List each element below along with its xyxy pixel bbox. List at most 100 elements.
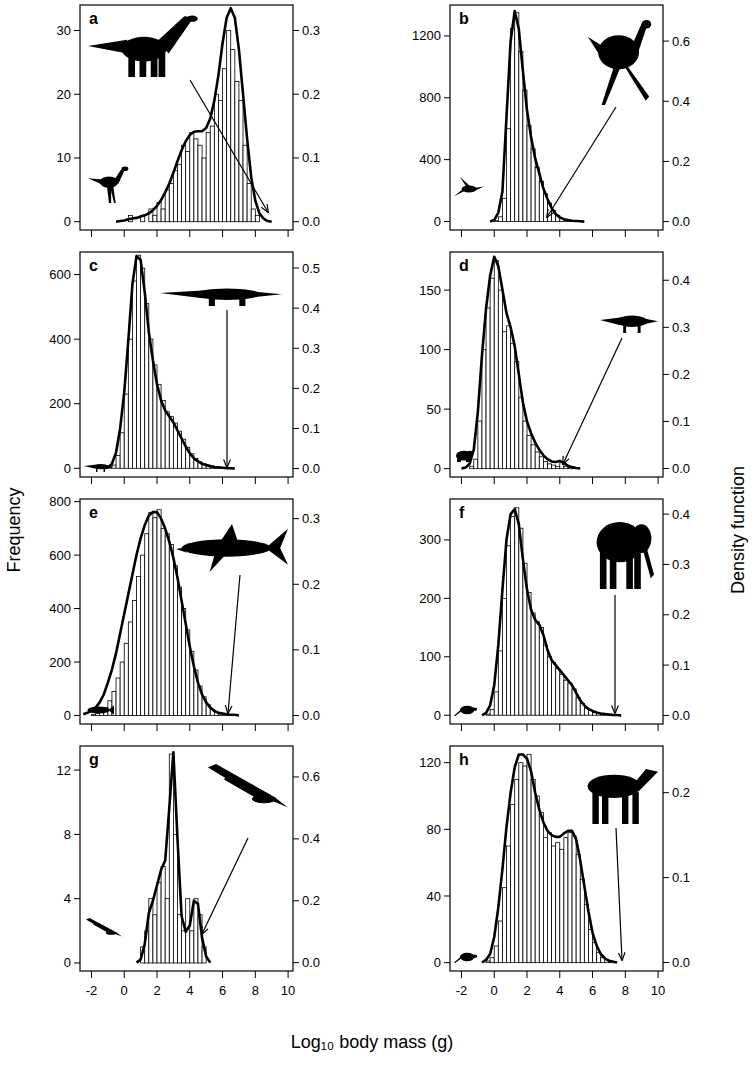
- x-tick: [189, 230, 190, 237]
- y2-tick: [663, 327, 669, 328]
- silhouette-part: [88, 178, 103, 184]
- y-tick-label: 0: [64, 955, 71, 970]
- silhouette-part: [634, 769, 658, 792]
- y-tick: [74, 962, 80, 963]
- silhouette: [87, 705, 114, 715]
- y-tick-label: 12: [57, 763, 71, 778]
- histogram-bar: [519, 397, 523, 468]
- panel: 01020300.00.10.20.3a: [57, 5, 321, 237]
- x-tick: [124, 230, 125, 237]
- silhouette-part: [472, 955, 478, 958]
- y-tick: [444, 97, 450, 98]
- y-tick: [74, 403, 80, 404]
- y-tick: [74, 468, 80, 469]
- x-tick: [625, 971, 626, 978]
- silhouette-part: [159, 52, 166, 77]
- panel: 02004006008000.00.10.20.3e: [49, 494, 320, 731]
- y-tick: [74, 555, 80, 556]
- silhouette-part: [187, 16, 198, 22]
- silhouette-part: [610, 553, 617, 589]
- y-tick-label: 0: [434, 955, 441, 970]
- silhouette-part: [466, 459, 470, 463]
- histogram-bar: [173, 171, 177, 222]
- histogram-bar: [552, 846, 556, 963]
- histogram-bar: [223, 69, 227, 222]
- silhouette-part: [115, 932, 122, 937]
- silhouette-part: [467, 451, 473, 455]
- histogram-bar: [482, 350, 486, 469]
- x-tick: [527, 230, 528, 237]
- histogram-bar: [120, 662, 124, 715]
- histogram-bar: [243, 145, 247, 221]
- histogram-bar: [91, 714, 95, 716]
- y2-tick-label: 0.3: [672, 557, 690, 572]
- y2-tick: [663, 564, 669, 565]
- y-tick-label: 400: [49, 601, 71, 616]
- y2-tick-label: 0.1: [302, 421, 320, 436]
- silhouette-part: [86, 918, 115, 933]
- histogram-bar: [124, 394, 128, 468]
- y2-tick-label: 0.3: [302, 23, 320, 38]
- histogram-bar: [239, 101, 243, 222]
- histogram-bar: [227, 30, 231, 221]
- silhouette-part: [622, 792, 628, 824]
- plot-area: [461, 257, 580, 469]
- y2-tick: [293, 962, 299, 963]
- histogram-bar: [132, 281, 136, 468]
- x-tick: [157, 230, 158, 237]
- histogram-bar: [494, 260, 498, 468]
- y-tick-label: 600: [49, 267, 71, 282]
- y2-tick-label: 0.1: [672, 414, 690, 429]
- y-tick-label: 600: [49, 548, 71, 563]
- histogram-bar: [490, 278, 494, 468]
- plot-area: [116, 8, 272, 222]
- histogram-bar: [132, 221, 136, 222]
- silhouette-part: [266, 529, 288, 565]
- y2-tick-label: 0.2: [672, 154, 690, 169]
- y-tick-label: 200: [49, 655, 71, 670]
- x-tick: [124, 477, 125, 484]
- y-tick: [74, 898, 80, 899]
- y2-tick: [293, 900, 299, 901]
- histogram-bar: [149, 512, 153, 715]
- y2-tick-label: 0.4: [672, 507, 690, 522]
- y-tick-label: 80: [427, 822, 441, 837]
- y2-tick: [293, 94, 299, 95]
- histogram-bar: [120, 433, 124, 469]
- y-tick-label: 20: [57, 87, 71, 102]
- x-tick: [461, 477, 462, 484]
- x-tick: [592, 971, 593, 978]
- histogram-bar: [214, 94, 218, 221]
- y2-tick-label: 0.0: [302, 214, 320, 229]
- y-tick: [74, 221, 80, 222]
- arrow: [190, 80, 268, 212]
- x-tick-label: 4: [186, 983, 193, 998]
- y2-tick-label: 0.6: [302, 769, 320, 784]
- y2-tick: [293, 157, 299, 158]
- silhouette-part: [602, 63, 621, 106]
- y2-tick-label: 0.1: [672, 658, 690, 673]
- silhouette: [454, 177, 484, 196]
- silhouette-part: [239, 298, 245, 306]
- histogram-bar: [190, 132, 194, 221]
- y-tick: [444, 896, 450, 897]
- histogram-bar: [515, 13, 519, 222]
- silhouette-part: [107, 465, 114, 467]
- histogram-bar: [153, 518, 157, 716]
- x-axis-title: Log₁₀ body mass (g): [291, 1032, 454, 1052]
- silhouette-part: [645, 319, 658, 324]
- y-tick: [444, 35, 450, 36]
- panel-letter: h: [459, 751, 469, 768]
- histogram-bar: [560, 674, 564, 715]
- histogram-bar: [572, 836, 576, 963]
- histogram-bar: [190, 931, 194, 963]
- arrow: [616, 828, 622, 960]
- y2-tick: [663, 421, 669, 422]
- x-tick: [255, 477, 256, 484]
- y2-tick-label: 0.0: [302, 708, 320, 723]
- x-tick: [157, 724, 158, 731]
- histogram-bar: [474, 459, 478, 469]
- silhouette-part: [616, 316, 647, 327]
- x-tick: [625, 230, 626, 237]
- y-tick: [444, 290, 450, 291]
